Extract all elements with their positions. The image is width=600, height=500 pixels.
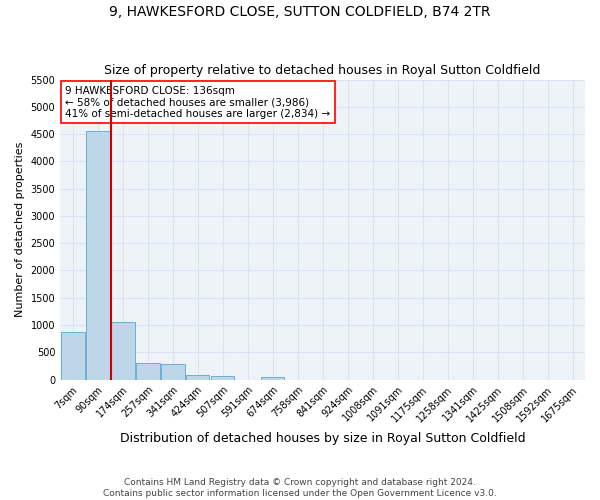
Title: Size of property relative to detached houses in Royal Sutton Coldfield: Size of property relative to detached ho…: [104, 64, 541, 77]
Bar: [186, 374, 209, 380]
Bar: [161, 364, 185, 380]
Text: 9 HAWKESFORD CLOSE: 136sqm
← 58% of detached houses are smaller (3,986)
41% of s: 9 HAWKESFORD CLOSE: 136sqm ← 58% of deta…: [65, 86, 331, 119]
Y-axis label: Number of detached properties: Number of detached properties: [15, 142, 25, 317]
Text: 9, HAWKESFORD CLOSE, SUTTON COLDFIELD, B74 2TR: 9, HAWKESFORD CLOSE, SUTTON COLDFIELD, B…: [109, 5, 491, 19]
X-axis label: Distribution of detached houses by size in Royal Sutton Coldfield: Distribution of detached houses by size …: [120, 432, 526, 445]
Bar: [261, 376, 284, 380]
Bar: [136, 364, 160, 380]
Text: Contains HM Land Registry data © Crown copyright and database right 2024.
Contai: Contains HM Land Registry data © Crown c…: [103, 478, 497, 498]
Bar: [211, 376, 235, 380]
Bar: [111, 322, 134, 380]
Bar: [61, 332, 85, 380]
Bar: [86, 131, 110, 380]
